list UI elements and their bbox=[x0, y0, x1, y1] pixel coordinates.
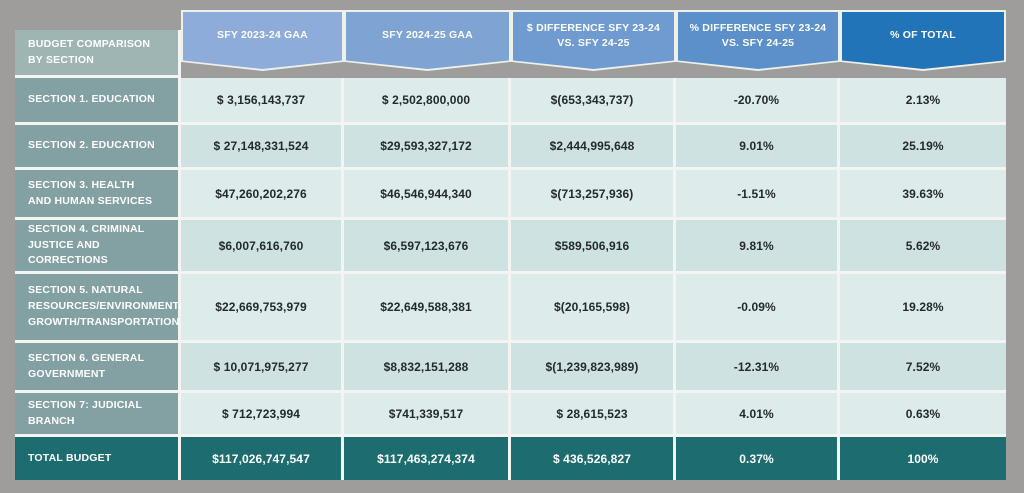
data-cell: 9.81% bbox=[676, 220, 840, 274]
row-label-section-5: SECTION 5. NATURAL RESOURCES/ENVIRONMENT… bbox=[15, 274, 182, 343]
data-cell: $47,260,202,276 bbox=[181, 170, 344, 220]
row-label-section-1: SECTION 1. EDUCATION bbox=[15, 78, 181, 125]
data-cell: 25.19% bbox=[840, 125, 1006, 170]
data-cell: -0.09% bbox=[676, 274, 840, 343]
data-cell: $ 712,723,994 bbox=[181, 393, 344, 437]
data-cell: $29,593,327,172 bbox=[344, 125, 511, 170]
column-header-sfy-2023-24: SFY 2023-24 GAA bbox=[181, 10, 344, 78]
column-header-label: $ DIFFERENCE SFY 23-24 VS. SFY 24-25 bbox=[526, 21, 661, 49]
column-header-label: % DIFFERENCE SFY 23-24 VS. SFY 24-25 bbox=[689, 21, 827, 49]
row-label-section-7: SECTION 7: JUDICIAL BRANCH bbox=[15, 393, 181, 437]
total-data-cell: $117,463,274,374 bbox=[344, 437, 511, 480]
total-data-cell: $ 436,526,827 bbox=[511, 437, 676, 480]
data-cell: $ 3,156,143,737 bbox=[181, 78, 344, 125]
header-banner: SFY 2024-25 GAA bbox=[344, 10, 511, 71]
data-cell: 5.62% bbox=[840, 220, 1006, 274]
header-banner: % OF TOTAL bbox=[840, 10, 1006, 71]
row-label-section-4: SECTION 4. CRIMINAL JUSTICE AND CORRECTI… bbox=[15, 220, 181, 274]
budget-comparison-table: BUDGET COMPARISON BY SECTION SFY 2023-24… bbox=[15, 10, 1006, 480]
corner-header-box: BUDGET COMPARISON BY SECTION bbox=[15, 30, 181, 78]
column-header-sfy-2024-25: SFY 2024-25 GAA bbox=[344, 10, 511, 78]
column-header-label: % OF TOTAL bbox=[890, 29, 956, 42]
data-cell: $46,546,944,340 bbox=[344, 170, 511, 220]
data-cell: $22,669,753,979 bbox=[181, 274, 344, 343]
data-cell: -20.70% bbox=[676, 78, 840, 125]
data-cell: -12.31% bbox=[676, 343, 840, 393]
total-data-cell: $117,026,747,547 bbox=[181, 437, 344, 480]
column-header-label: SFY 2024-25 GAA bbox=[382, 29, 473, 42]
column-header-percent-of-total: % OF TOTAL bbox=[840, 10, 1006, 78]
data-cell: $741,339,517 bbox=[344, 393, 511, 437]
corner-header-label: BUDGET COMPARISON BY SECTION bbox=[28, 37, 151, 66]
column-header-label: SFY 2023-24 GAA bbox=[217, 29, 308, 42]
data-cell: 2.13% bbox=[840, 78, 1006, 125]
data-cell: $22,649,588,381 bbox=[344, 274, 511, 343]
data-cell: $(20,165,598) bbox=[511, 274, 676, 343]
data-cell: 39.63% bbox=[840, 170, 1006, 220]
data-cell: $8,832,151,288 bbox=[344, 343, 511, 393]
data-cell: $(653,343,737) bbox=[511, 78, 676, 125]
column-header-dollar-difference: $ DIFFERENCE SFY 23-24 VS. SFY 24-25 bbox=[511, 10, 676, 78]
row-label-section-6: SECTION 6. GENERAL GOVERNMENT bbox=[15, 343, 181, 393]
header-banner: SFY 2023-24 GAA bbox=[181, 10, 344, 71]
header-banner: % DIFFERENCE SFY 23-24 VS. SFY 24-25 bbox=[676, 10, 840, 71]
total-data-cell: 100% bbox=[840, 437, 1006, 480]
data-cell: $(713,257,936) bbox=[511, 170, 676, 220]
corner-header-cell: BUDGET COMPARISON BY SECTION bbox=[15, 10, 181, 78]
data-cell: $ 10,071,975,277 bbox=[181, 343, 344, 393]
data-cell: $(1,239,823,989) bbox=[511, 343, 676, 393]
data-cell: 9.01% bbox=[676, 125, 840, 170]
header-banner: $ DIFFERENCE SFY 23-24 VS. SFY 24-25 bbox=[511, 10, 676, 71]
data-cell: 0.63% bbox=[840, 393, 1006, 437]
total-data-cell: 0.37% bbox=[676, 437, 840, 480]
data-cell: $6,007,616,760 bbox=[181, 220, 344, 274]
column-header-percent-difference: % DIFFERENCE SFY 23-24 VS. SFY 24-25 bbox=[676, 10, 840, 78]
data-cell: $6,597,123,676 bbox=[344, 220, 511, 274]
data-cell: $ 28,615,523 bbox=[511, 393, 676, 437]
row-label-section-3: SECTION 3. HEALTH AND HUMAN SERVICES bbox=[15, 170, 181, 220]
data-cell: 4.01% bbox=[676, 393, 840, 437]
data-cell: 7.52% bbox=[840, 343, 1006, 393]
row-label-section-2: SECTION 2. EDUCATION bbox=[15, 125, 181, 170]
total-row-label: TOTAL BUDGET bbox=[15, 437, 181, 480]
data-cell: $589,506,916 bbox=[511, 220, 676, 274]
data-cell: -1.51% bbox=[676, 170, 840, 220]
data-cell: 19.28% bbox=[840, 274, 1006, 343]
data-cell: $ 27,148,331,524 bbox=[181, 125, 344, 170]
data-cell: $ 2,502,800,000 bbox=[344, 78, 511, 125]
data-cell: $2,444,995,648 bbox=[511, 125, 676, 170]
